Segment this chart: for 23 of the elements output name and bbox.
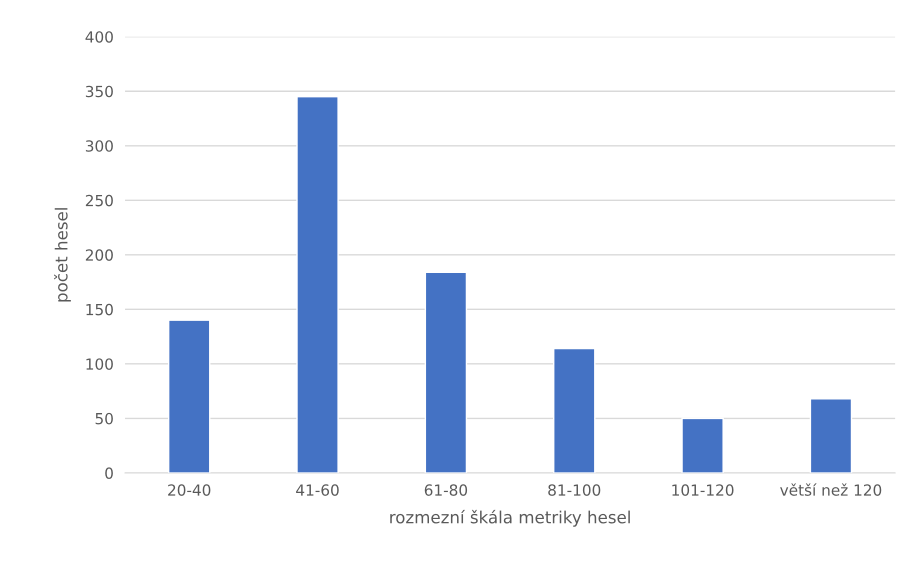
bar: [681, 418, 724, 473]
y-tick-label: 350: [86, 86, 113, 98]
y-tick-label: 0: [105, 467, 113, 479]
y-tick-label: 250: [86, 194, 113, 206]
y-tick-label: 100: [86, 358, 113, 370]
bar: [553, 348, 596, 473]
y-tick-label: 400: [86, 31, 113, 43]
bar: [168, 320, 210, 473]
y-axis-title: počet hesel: [54, 208, 71, 302]
y-tick-label: 150: [86, 304, 113, 316]
x-tick-label: 41-60: [296, 484, 339, 496]
bar: [810, 398, 852, 473]
x-axis-title: rozmezní škála metriky hesel: [390, 510, 630, 527]
y-tick-label: 200: [86, 249, 113, 261]
bar: [296, 96, 339, 473]
bar: [424, 272, 468, 473]
y-tick-label: 300: [86, 140, 113, 152]
x-tick-label: větší než 120: [780, 483, 882, 496]
y-tick-label: 50: [96, 412, 113, 424]
x-tick-label: 20-40: [168, 484, 210, 496]
x-tick-label: 81-100: [548, 484, 600, 496]
x-tick-label: 61-80: [424, 484, 468, 496]
x-tick-label: 101-120: [672, 484, 734, 496]
